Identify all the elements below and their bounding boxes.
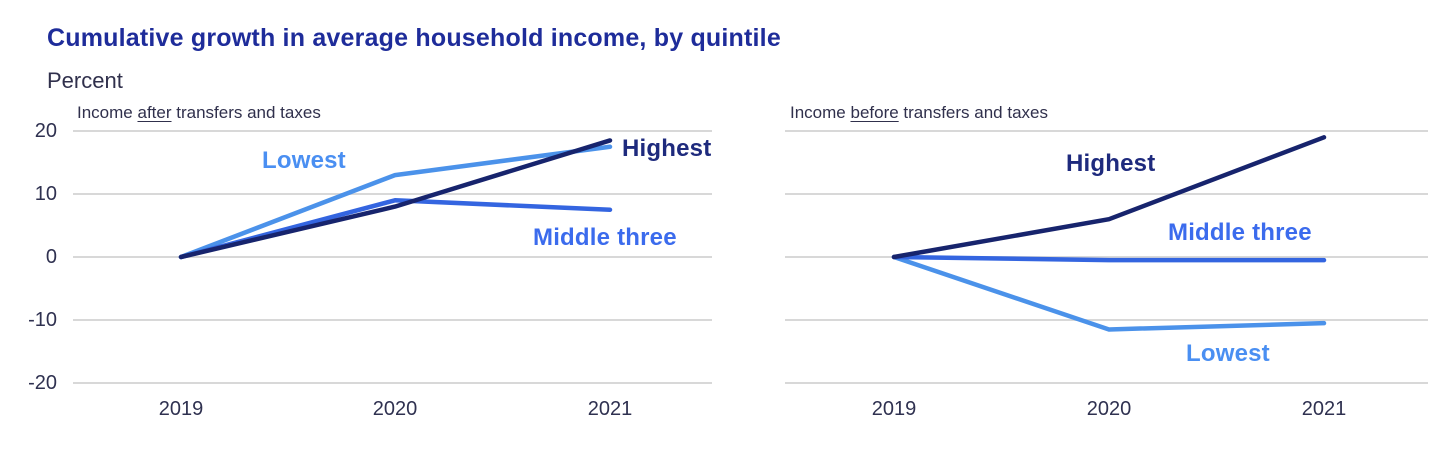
chart-title: Cumulative growth in average household i… xyxy=(47,24,781,52)
line-series-middle-three xyxy=(891,254,1327,263)
line-series-highest xyxy=(891,135,1327,260)
left-series-label-highest: Highest xyxy=(622,135,712,162)
right-series-label-lowest: Lowest xyxy=(1186,340,1270,367)
right-x-tick-2019: 2019 xyxy=(871,398,917,420)
left-x-tick-2020: 2020 xyxy=(372,398,418,420)
left-series-label-middle-three: Middle three xyxy=(533,224,677,251)
right-subtitle-underlined-word: before xyxy=(850,103,899,122)
right-subtitle-prefix: Income xyxy=(790,103,851,122)
y-tick-minus-20: -20 xyxy=(28,372,57,394)
y-tick-10: 10 xyxy=(34,183,57,205)
right-x-tick-2020: 2020 xyxy=(1086,398,1132,420)
y-tick-minus-10: -10 xyxy=(28,309,57,331)
left-series-label-lowest: Lowest xyxy=(262,147,346,174)
line-series-lowest xyxy=(178,144,613,260)
y-tick-0: 0 xyxy=(45,246,57,268)
left-subtitle-prefix: Income xyxy=(77,103,138,122)
right-panel-subtitle: Income before transfers and taxes xyxy=(790,103,1048,123)
left-subtitle-suffix: transfers and taxes xyxy=(171,103,321,122)
line-series-lowest xyxy=(891,254,1327,332)
line-series-highest xyxy=(178,138,613,260)
y-axis-unit-label: Percent xyxy=(47,68,123,93)
y-tick-20: 20 xyxy=(34,120,57,142)
left-x-tick-2019: 2019 xyxy=(158,398,204,420)
right-subtitle-suffix: transfers and taxes xyxy=(898,103,1048,122)
right-x-tick-2021: 2021 xyxy=(1301,398,1347,420)
right-series-label-middle-three: Middle three xyxy=(1168,219,1312,246)
left-x-tick-2021: 2021 xyxy=(587,398,633,420)
left-panel-subtitle: Income after transfers and taxes xyxy=(77,103,321,123)
left-subtitle-underlined-word: after xyxy=(137,103,172,122)
right-series-label-highest: Highest xyxy=(1066,150,1156,177)
